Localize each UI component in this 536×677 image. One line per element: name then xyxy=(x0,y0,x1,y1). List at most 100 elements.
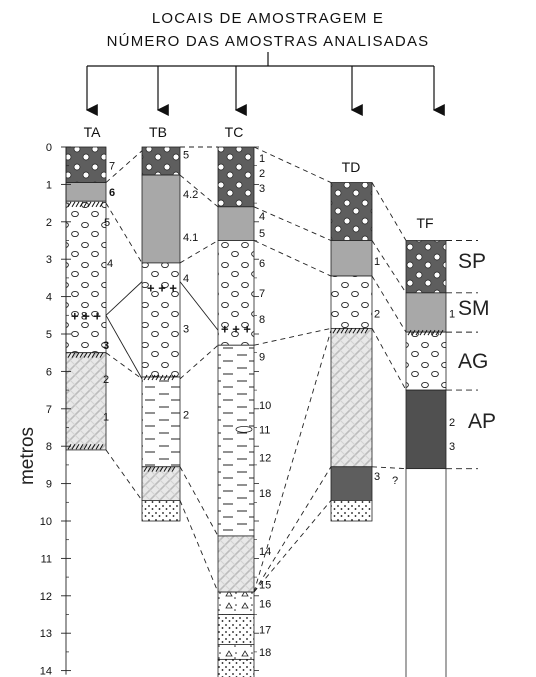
td-sample-2: 2 xyxy=(374,308,380,320)
corr-tb-tc-6 xyxy=(179,466,219,537)
td-sample-3: 3 xyxy=(374,471,380,483)
tc-sample-3: 3 xyxy=(259,183,265,195)
unit-label-ap: AP xyxy=(468,410,497,433)
corr-tc-td-5 xyxy=(253,330,332,593)
tb-sample-3: 3 xyxy=(183,323,189,335)
corr-td-tf-2 xyxy=(371,240,407,294)
td-layer-ag xyxy=(330,275,373,329)
tc-sample-12: 12 xyxy=(259,452,271,464)
column-label-tb: TB xyxy=(149,124,167,140)
ta-unconformity-2 xyxy=(67,352,104,358)
ta-unconformity-1 xyxy=(67,201,104,208)
column-label-td: TD xyxy=(341,159,361,175)
corr-ta-tb-5 xyxy=(105,352,143,380)
depth-tick-label: 7 xyxy=(46,404,52,416)
tc-sample-2: 2 xyxy=(259,168,265,180)
tf-sample-2: 2 xyxy=(449,417,455,429)
tc-layer-sp xyxy=(217,146,255,208)
depth-tick-label: 10 xyxy=(40,516,52,528)
depth-tick-label: 8 xyxy=(46,441,52,453)
ta-sample-8: 8 xyxy=(81,310,87,322)
tf-sample-3: 3 xyxy=(449,441,455,453)
depth-tick-label: 6 xyxy=(46,366,52,378)
ta-crosses: + + + xyxy=(71,308,101,323)
ta-layer-sm xyxy=(65,182,107,202)
tc-layer-ag xyxy=(217,240,255,346)
corr-tc-td-2 xyxy=(253,206,332,241)
diagram-title-line1: LOCAIS DE AMOSTRAGEM E xyxy=(151,10,385,27)
tf-layer-ap xyxy=(405,389,447,470)
column-label-ta: TA xyxy=(83,124,101,140)
unit-label-sm: SM xyxy=(458,297,490,320)
tc-layer-breccia-1 xyxy=(217,591,255,615)
tb-unconformity-1 xyxy=(143,374,176,381)
tc-layer-ap xyxy=(217,535,255,593)
depth-tick-label: 9 xyxy=(46,479,52,491)
td-unconformity xyxy=(332,328,369,334)
tb-crosses: + + + xyxy=(147,280,177,295)
ta-sample-5: 5 xyxy=(104,217,110,229)
depth-tick-label: 5 xyxy=(46,329,52,341)
tc-layer-sm xyxy=(217,206,255,241)
corr-tc-td-7 xyxy=(253,500,332,593)
tc-sample-13: 18 xyxy=(259,488,271,500)
tf-sample-1: 1 xyxy=(449,308,455,320)
tc-layer-sand-2 xyxy=(217,658,255,677)
corr-ta-tb-2 xyxy=(105,202,143,264)
td-layer-sp xyxy=(330,182,373,241)
td-layer-dark xyxy=(330,466,373,501)
ta-layer-ag xyxy=(65,200,107,354)
corr-tc-td-1 xyxy=(253,146,332,183)
tb-layer-sand xyxy=(141,500,181,522)
depth-tick-label: 11 xyxy=(41,553,52,565)
td-layer-sm xyxy=(330,240,373,277)
tf-unconformity xyxy=(407,329,444,336)
corr-td-tf-3 xyxy=(371,275,407,333)
tc-sample-11: 11 xyxy=(259,424,270,436)
ta-sample-3: 3 xyxy=(103,340,109,352)
corr-ta-tb-6 xyxy=(105,449,143,501)
ta-layer-sp xyxy=(65,146,107,183)
td-sample-unknown: ? xyxy=(392,475,398,487)
tc-sample-8: 8 xyxy=(259,314,265,326)
depth-tick-label: 13 xyxy=(40,628,52,640)
tc-sample-14: 14 xyxy=(259,546,271,558)
tc-sample-15: 15 xyxy=(259,580,271,592)
tb-unconformity-2 xyxy=(143,466,176,472)
unit-label-ag: AG xyxy=(458,350,489,373)
ta-sample-1: 1 xyxy=(103,411,109,423)
depth-tick-label: 3 xyxy=(46,254,52,266)
tc-sample-17: 17 xyxy=(259,624,271,636)
tb-layer-clay xyxy=(141,376,181,468)
ta-layer-ap xyxy=(65,352,107,451)
tc-sample-7: 7 xyxy=(259,288,265,300)
tb-layer-sm xyxy=(141,174,181,264)
corr-ta-tb-4 xyxy=(105,315,143,380)
column-label-tc: TC xyxy=(224,124,244,140)
corr-tc-td-4 xyxy=(253,327,332,346)
tc-sample-18: 18 xyxy=(259,647,271,659)
tb-sample-5: 5 xyxy=(183,149,189,161)
corr-ta-tb-1 xyxy=(105,150,143,183)
ta-sample-4: 4 xyxy=(107,258,113,270)
y-axis-title: metros xyxy=(17,426,38,486)
tb-sample-4.1: 4.1 xyxy=(183,232,198,244)
corr-tb-tc-7 xyxy=(179,500,219,593)
td-layer-ap xyxy=(330,327,373,468)
tb-sample-4.2: 4.2 xyxy=(183,189,198,201)
tc-lens xyxy=(235,425,253,433)
depth-tick-label: 14 xyxy=(40,666,52,677)
tc-sample-5: 5 xyxy=(259,228,265,240)
corr-ta-tb-3 xyxy=(105,281,143,316)
tb-layer-ag xyxy=(141,262,181,378)
corr-td-tf-1 xyxy=(371,182,407,241)
tf-layer-ag xyxy=(405,331,447,391)
corr-tb-tc-5 xyxy=(179,344,219,380)
tc-sample-10: 10 xyxy=(259,400,271,412)
depth-tick-label: 4 xyxy=(46,292,52,304)
ta-sample-2: 2 xyxy=(103,374,109,386)
corr-td-tf-4 xyxy=(371,328,407,391)
ta-sample-6: 6 xyxy=(109,187,115,199)
tc-sample-1: 1 xyxy=(259,153,265,165)
